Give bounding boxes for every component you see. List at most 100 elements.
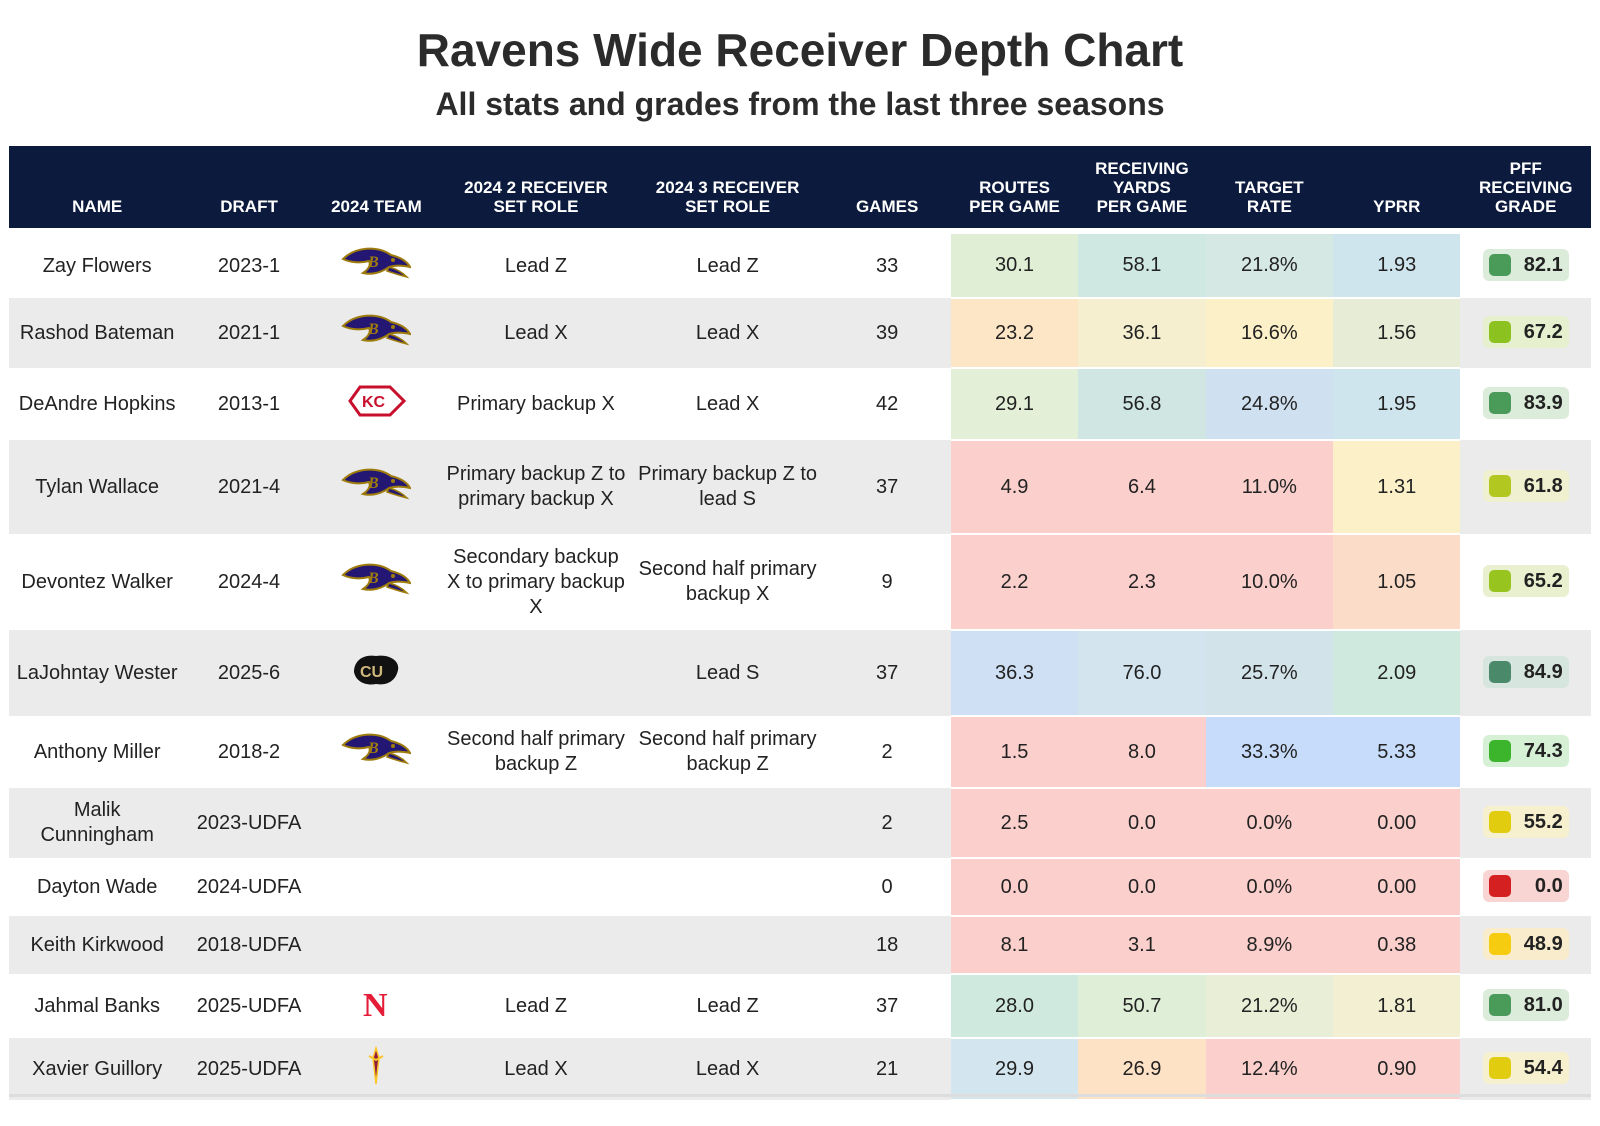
svg-text:KC: KC — [362, 394, 386, 411]
routes-cell: 4.9 — [950, 440, 1079, 535]
chart-title: Ravens Wide Receiver Depth Chart — [416, 24, 1184, 76]
yprr-cell: 5.33 — [1333, 716, 1461, 789]
grade-color-swatch — [1488, 254, 1511, 276]
table-row: LaJohntay Wester 2025-6 CU Lead S 37 36.3 76.0… — [9, 630, 1591, 717]
grade-color-swatch — [1488, 661, 1511, 683]
grade-value: 84.9 — [1523, 660, 1563, 683]
role-3wr-cell: Lead Z — [696, 254, 759, 277]
routes-cell: 8.1 — [950, 916, 1079, 975]
svg-text:B: B — [367, 740, 379, 757]
team-logo-cell — [313, 858, 440, 916]
yprr-cell: 1.93 — [1333, 234, 1461, 299]
target-cell: 10.0% — [1205, 534, 1334, 631]
target-cell: 33.3% — [1205, 716, 1334, 789]
header-spacer — [9, 228, 1591, 234]
target-cell: 25.7% — [1205, 630, 1334, 717]
player-name-cell: Rashod Bateman — [19, 321, 175, 344]
draft-cell: 2021-4 — [217, 475, 281, 498]
grade-badge: 82.1 — [1482, 249, 1569, 281]
grade-badge: 54.4 — [1482, 1052, 1569, 1084]
games-cell: 37 — [875, 661, 899, 684]
role-2wr-cell: Lead Z — [504, 254, 568, 277]
table-row: Keith Kirkwood 2018-UDFA 18 8.1 3.1 8.9% 0.38 4… — [9, 916, 1591, 975]
yprr-cell: 1.95 — [1333, 368, 1461, 441]
draft-cell: 2025-UDFA — [196, 994, 302, 1017]
colorado-logo: CU — [348, 650, 404, 697]
grade-cell: 74.3 — [1460, 716, 1591, 788]
team-logo-cell — [313, 788, 440, 858]
chart-subtitle: All stats and grades from the last three… — [435, 86, 1165, 122]
yards-cell: 36.1 — [1078, 298, 1206, 369]
grade-cell: 0.0 — [1460, 858, 1591, 916]
ravens-logo: B — [341, 464, 413, 511]
routes-cell: 1.5 — [950, 716, 1079, 789]
player-name-cell: Zay Flowers — [42, 254, 152, 277]
role-3wr-cell: Lead Z — [696, 994, 759, 1017]
role-3wr-cell: Lead S — [695, 661, 760, 684]
target-cell: 21.2% — [1205, 974, 1334, 1039]
games-cell: 37 — [875, 994, 899, 1017]
table-header-row: NAME DRAFT 2024 TEAM 2024 2 RECEIVER SET … — [9, 146, 1591, 228]
games-cell: 33 — [875, 254, 899, 277]
draft-cell: 2024-4 — [217, 570, 281, 593]
yards-cell: 50.7 — [1078, 974, 1206, 1039]
grade-cell: 84.9 — [1460, 630, 1591, 716]
grade-badge: 81.0 — [1482, 989, 1569, 1021]
table-row: Xavier Guillory 2025-UDFA Lead X Lead X 21 29… — [9, 1038, 1591, 1101]
grade-color-swatch — [1488, 875, 1511, 897]
games-cell: 37 — [875, 475, 899, 498]
player-name-cell: Devontez Walker — [21, 570, 173, 593]
grade-color-swatch — [1488, 994, 1511, 1016]
grade-value: 54.4 — [1523, 1056, 1563, 1079]
team-logo-cell — [313, 1038, 440, 1100]
grade-value: 82.1 — [1523, 253, 1563, 276]
draft-cell: 2018-2 — [217, 740, 281, 763]
column-header-grade: PFF RECEIVING GRADE — [1478, 159, 1573, 216]
target-cell: 12.4% — [1205, 1038, 1334, 1101]
target-cell: 24.8% — [1205, 368, 1334, 441]
draft-cell: 2025-UDFA — [196, 1057, 302, 1080]
games-cell: 42 — [875, 392, 899, 415]
column-header-role3: 2024 3 RECEIVER SET ROLE — [655, 178, 800, 216]
routes-cell: 23.2 — [950, 298, 1079, 369]
target-cell: 8.9% — [1205, 916, 1334, 975]
role-2wr-cell: Lead X — [504, 321, 568, 344]
draft-cell: 2021-1 — [217, 321, 281, 344]
player-name-cell: Xavier Guillory — [32, 1057, 163, 1080]
grade-value: 83.9 — [1523, 391, 1563, 414]
grade-cell: 83.9 — [1460, 368, 1591, 440]
table-row: Malik Cunningham 2023-UDFA 2 2.5 0.0 0.0% 0.00… — [9, 788, 1591, 859]
draft-cell: 2013-1 — [217, 392, 281, 415]
ravens-logo: B — [341, 729, 413, 776]
team-logo-cell: B — [313, 534, 440, 630]
depth-chart-table: NAME DRAFT 2024 TEAM 2024 2 RECEIVER SET … — [9, 146, 1591, 1101]
games-cell: 0 — [881, 875, 893, 898]
grade-color-swatch — [1488, 475, 1511, 497]
target-cell: 16.6% — [1205, 298, 1334, 369]
role-3wr-cell — [632, 858, 824, 916]
player-name-cell: Jahmal Banks — [34, 994, 160, 1017]
yprr-cell: 0.00 — [1333, 858, 1461, 917]
target-cell: 11.0% — [1205, 440, 1334, 535]
column-header-draft: DRAFT — [220, 197, 278, 216]
routes-cell: 0.0 — [950, 858, 1079, 917]
svg-text:B: B — [367, 570, 379, 587]
grade-cell: 55.2 — [1460, 788, 1591, 858]
yards-cell: 26.9 — [1078, 1038, 1206, 1101]
target-cell: 21.8% — [1205, 234, 1334, 299]
ravens-logo: B — [341, 310, 413, 357]
grade-value: 81.0 — [1523, 993, 1563, 1016]
table-row: Zay Flowers 2023-1 B Lead Z Lead Z 33 30.1 58.1… — [9, 234, 1591, 299]
ravens-logo: B — [341, 243, 413, 290]
yards-cell: 76.0 — [1078, 630, 1206, 717]
role-2wr-cell — [440, 788, 632, 858]
svg-text:B: B — [367, 475, 379, 492]
table-row: Dayton Wade 2024-UDFA 0 0.0 0.0 0.0% 0.00 0.0 — [9, 858, 1591, 917]
routes-cell: 29.1 — [950, 368, 1079, 441]
table-row: Devontez Walker 2024-4 B Secondary backup X… — [9, 534, 1591, 631]
yards-cell: 2.3 — [1078, 534, 1206, 631]
yprr-cell: 0.00 — [1333, 788, 1461, 859]
routes-cell: 28.0 — [950, 974, 1079, 1039]
role-2wr-cell: Secondary backup X to primary backup X — [447, 545, 625, 618]
games-cell: 2 — [881, 740, 893, 763]
